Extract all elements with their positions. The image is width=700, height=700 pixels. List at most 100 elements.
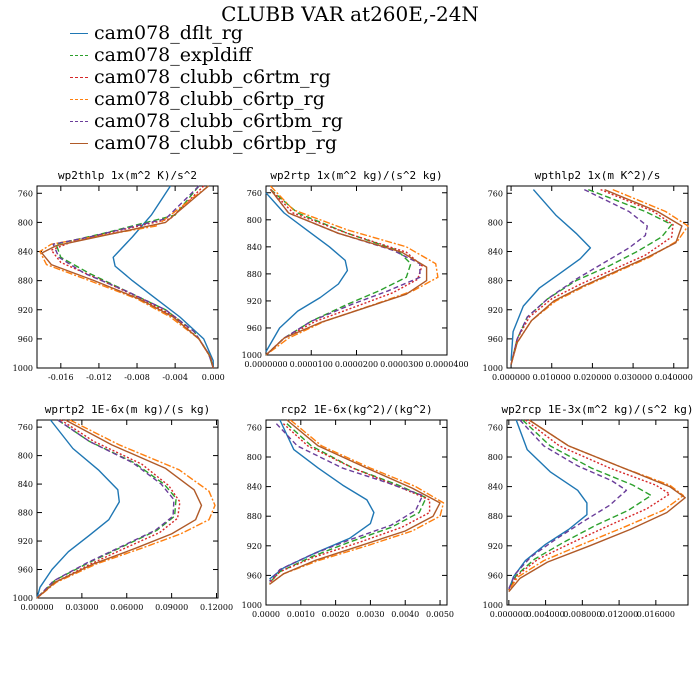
x-tick-label: 0.0000200: [335, 360, 378, 369]
x-tick-label: 0.020000: [573, 373, 611, 382]
panel-title: wp2rtp 1x(m^2 kg)/(s^2 kg): [270, 169, 442, 182]
series-line: [112, 185, 214, 368]
legend-item: cam078_clubb_c6rtm_rg: [70, 66, 343, 88]
legend: cam078_dflt_rg cam078_expldiff cam078_cl…: [70, 22, 343, 154]
legend-line-icon: [70, 120, 88, 122]
y-tick-label: 840: [18, 480, 33, 489]
panel-title: wp2thlp 1x(m^2 K)/s^2: [58, 169, 197, 182]
chart-panel: rcp2 1E-6x(kg^2)/(kg^2) 760 800 840 880 920 96…: [242, 403, 454, 619]
y-tick-label: 800: [488, 453, 503, 462]
chart-panel: wp2rcp 1E-3x(m^2 kg)/(s^2 kg) 760 800 840 88…: [483, 403, 694, 619]
series-line: [510, 188, 648, 365]
series-line: [39, 185, 214, 369]
legend-item: cam078_expldiff: [70, 44, 343, 66]
y-tick-label: 840: [247, 483, 262, 492]
y-tick-label: 1000: [13, 364, 33, 373]
legend-label: cam078_dflt_rg: [94, 22, 243, 44]
legend-item: cam078_clubb_c6rtp_rg: [70, 88, 343, 110]
series-line: [36, 419, 181, 599]
series-line: [36, 419, 120, 599]
series-line: [36, 419, 216, 599]
series-line: [50, 185, 214, 369]
x-tick-label: 0.0010: [287, 610, 315, 619]
y-tick-label: 760: [247, 189, 262, 198]
y-tick-label: 920: [18, 306, 33, 315]
x-tick-label: 0.0030: [356, 610, 384, 619]
y-tick-label: 880: [247, 270, 262, 279]
y-tick-label: 960: [18, 566, 33, 575]
series-line: [265, 192, 349, 352]
y-tick-label: 840: [18, 248, 33, 257]
y-tick-label: 1000: [242, 601, 262, 610]
y-tick-label: 800: [247, 216, 262, 225]
y-tick-label: 840: [488, 248, 503, 257]
chart-panel: wp2rtp 1x(m^2 kg)/(s^2 kg) 760 800 840 880 92…: [242, 169, 469, 369]
y-tick-label: 880: [18, 509, 33, 518]
legend-label: cam078_clubb_c6rtp_rg: [94, 88, 325, 110]
series-line: [268, 423, 424, 582]
x-tick-label: 0.000: [202, 373, 225, 382]
y-tick-label: 960: [488, 335, 503, 344]
y-tick-label: 920: [488, 306, 503, 315]
series-line: [508, 419, 588, 591]
x-tick-label: 0.040000: [655, 373, 693, 382]
series-line: [265, 188, 421, 356]
plot-frame: [506, 185, 689, 369]
x-tick-label: 0.030000: [614, 373, 652, 382]
y-tick-label: 1000: [242, 351, 262, 360]
y-tick-label: 880: [488, 512, 503, 521]
x-tick-label: 0.0000: [252, 610, 280, 619]
series-line: [265, 188, 423, 356]
y-tick-label: 800: [488, 218, 503, 227]
x-tick-label: 0.0000300: [380, 360, 423, 369]
y-tick-label: 840: [247, 243, 262, 252]
x-tick-label: -0.004: [162, 373, 188, 382]
series-line: [269, 419, 441, 585]
series-line: [508, 419, 652, 591]
chart-panel: wprtp2 1E-6x(m kg)/(s kg) 760 800 840 880 920…: [13, 403, 233, 612]
series-line: [510, 189, 592, 361]
series-line: [508, 419, 685, 591]
x-tick-label: 0.00000: [20, 603, 53, 612]
legend-item: cam078_dflt_rg: [70, 22, 343, 44]
chart-panel: wp2thlp 1x(m^2 K)/s^2 760 800 840 880 920 960 1…: [13, 169, 225, 382]
series-line: [510, 188, 673, 365]
series-line: [510, 188, 689, 365]
series-line: [265, 185, 439, 356]
x-tick-label: 0.000000: [490, 610, 528, 619]
legend-label: cam078_clubb_c6rtm_rg: [94, 66, 331, 88]
y-tick-label: 920: [488, 542, 503, 551]
panel-title: wp2rcp 1E-3x(m^2 kg)/(s^2 kg): [501, 403, 693, 416]
legend-label: cam078_clubb_c6rtbm_rg: [94, 110, 343, 132]
y-tick-label: 920: [18, 537, 33, 546]
y-tick-label: 960: [247, 571, 262, 580]
x-tick-label: 0.06000: [110, 603, 143, 612]
x-tick-label: 0.004000: [527, 610, 565, 619]
panel-title: rcp2 1E-6x(kg^2)/(kg^2): [280, 403, 432, 416]
x-tick-label: 0.09000: [155, 603, 188, 612]
x-tick-label: 0.0020: [322, 610, 350, 619]
series-line: [508, 419, 671, 591]
x-tick-label: 0.0000000: [244, 360, 287, 369]
y-tick-label: 840: [488, 483, 503, 492]
series-line: [265, 188, 412, 356]
y-tick-label: 760: [488, 189, 503, 198]
y-tick-label: 760: [18, 423, 33, 432]
x-tick-label: 0.000000: [492, 373, 530, 382]
legend-line-icon: [70, 76, 88, 78]
legend-item: cam078_clubb_c6rtbm_rg: [70, 110, 343, 132]
x-tick-label: 0.0050: [426, 610, 454, 619]
legend-line-icon: [70, 142, 88, 144]
legend-line-icon: [70, 54, 88, 56]
panel-title: wprtp2 1E-6x(m kg)/(s kg): [45, 403, 211, 416]
x-tick-label: 0.12000: [200, 603, 233, 612]
series-line: [508, 419, 686, 593]
y-tick-label: 800: [18, 452, 33, 461]
y-tick-label: 1000: [483, 364, 503, 373]
legend-label: cam078_expldiff: [94, 44, 252, 66]
x-tick-label: 0.012000: [600, 610, 638, 619]
x-tick-label: 0.0000400: [425, 360, 468, 369]
legend-label: cam078_clubb_c6rtbp_rg: [94, 132, 338, 154]
series-line: [41, 185, 214, 369]
y-tick-label: 800: [18, 218, 33, 227]
